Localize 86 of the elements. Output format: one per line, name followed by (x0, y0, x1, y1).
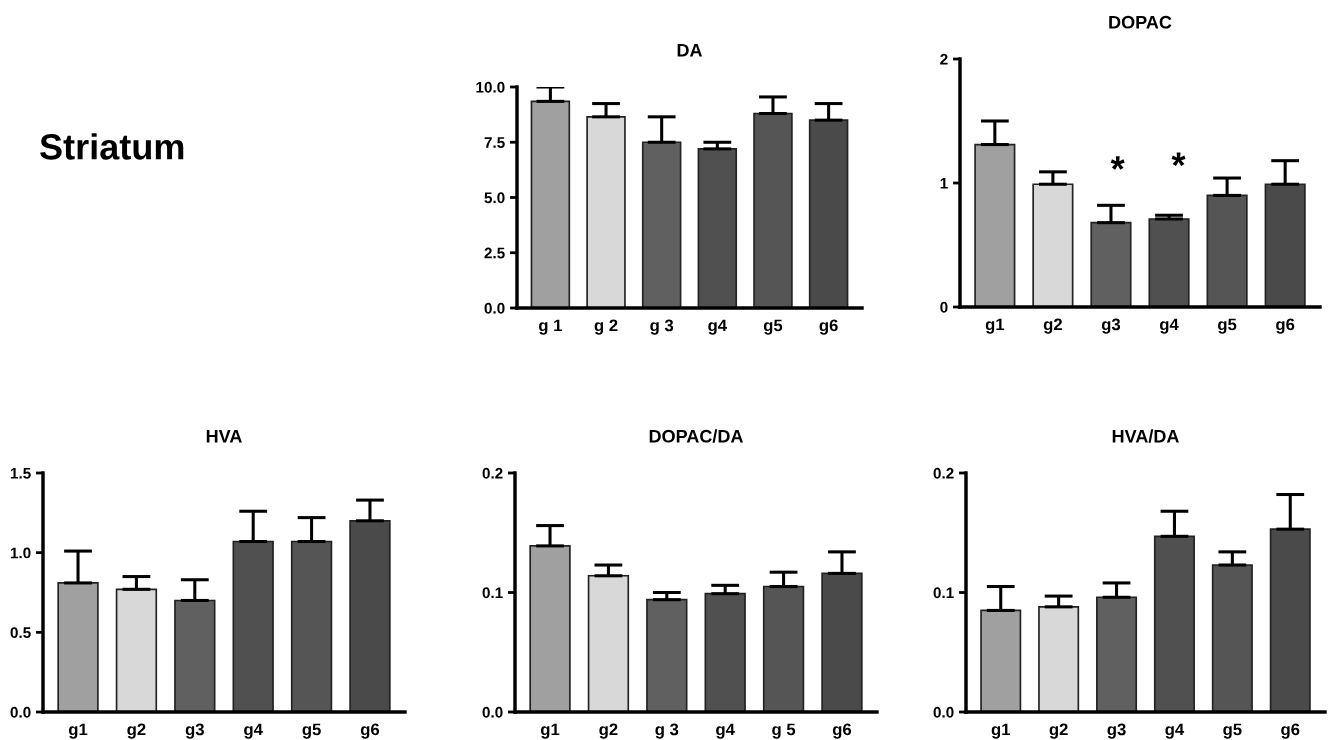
y-tick-label: 0.2 (933, 467, 954, 479)
x-tick-label: g6 (1281, 723, 1300, 739)
x-tick-label: g6 (832, 723, 852, 739)
y-tick-label: 2.5 (484, 247, 505, 259)
chart-title: DOPAC (1109, 15, 1172, 29)
x-tick-label: g2 (127, 723, 146, 739)
annotation: * (1171, 152, 1186, 167)
bar (530, 100, 571, 308)
bar (57, 582, 99, 712)
x-tick-label: g1 (991, 723, 1010, 739)
y-tick-label: 0.5 (10, 627, 31, 639)
bar (697, 148, 738, 308)
x-tick-label: g4 (1159, 318, 1179, 334)
x-tick-label: g 2 (594, 319, 618, 335)
y-tick-label: 2 (940, 53, 948, 65)
x-tick-label: g1 (540, 723, 560, 739)
x-tick-label: g6 (1276, 318, 1295, 334)
y-tick-label: 0.1 (482, 587, 503, 599)
x-tick-label: g6 (360, 723, 380, 739)
x-tick-label: g1 (985, 318, 1005, 334)
x-tick-label: g4 (1165, 723, 1185, 739)
x-tick-label: g2 (1043, 318, 1062, 334)
y-tick-label: 0 (940, 301, 948, 313)
bar (704, 592, 746, 712)
bar (1264, 183, 1306, 307)
bar (808, 119, 849, 308)
bar (1153, 535, 1195, 712)
x-tick-label: g 3 (655, 723, 679, 739)
y-tick-label: 1.0 (10, 547, 31, 559)
bar (290, 540, 333, 712)
x-tick-label: g2 (1049, 723, 1068, 739)
bar (174, 599, 216, 712)
bar (974, 143, 1016, 307)
x-tick-label: g1 (68, 723, 88, 739)
y-tick-label: 0.0 (484, 302, 505, 314)
x-tick-label: g 3 (650, 319, 674, 335)
bar (1032, 183, 1074, 307)
x-tick-label: g 1 (539, 319, 562, 335)
bar (586, 116, 626, 308)
y-tick-label: 1.5 (10, 468, 31, 479)
y-tick-label: 5.0 (484, 192, 505, 204)
x-tick-label: g5 (1223, 723, 1242, 739)
y-tick-label: 0.0 (10, 706, 31, 718)
bar (587, 574, 630, 712)
text: Striatum (40, 133, 184, 160)
x-tick-label: g5 (1218, 318, 1237, 334)
bar (1211, 564, 1253, 712)
bar (349, 519, 391, 712)
y-tick-label: 0.2 (482, 467, 503, 479)
bar (529, 545, 571, 712)
chart-title: HVA (206, 430, 242, 443)
x-tick-label: g6 (819, 319, 838, 335)
bar (1038, 606, 1080, 712)
y-tick-label: 1 (940, 178, 948, 189)
x-tick-label: g5 (763, 319, 783, 335)
bar (641, 141, 682, 308)
y-tick-label: 0.0 (482, 706, 503, 718)
bar (753, 112, 793, 308)
bar (1206, 194, 1248, 307)
chart-title: DA (677, 44, 703, 57)
y-tick-label: 7.5 (484, 137, 505, 148)
x-tick-label: g2 (599, 723, 618, 739)
chart-title: HVA/DA (1112, 429, 1179, 443)
x-tick-label: g3 (1107, 723, 1126, 739)
bar (646, 598, 688, 712)
bar (115, 588, 158, 712)
x-tick-label: g 5 (772, 723, 796, 739)
bar (1096, 596, 1138, 712)
y-tick-label: 10.0 (476, 81, 505, 93)
bar (1148, 218, 1190, 307)
x-tick-label: g4 (244, 723, 263, 739)
y-tick-label: 0.1 (933, 587, 954, 599)
y-tick-label: 0.0 (933, 706, 954, 718)
x-tick-label: g4 (716, 723, 735, 739)
bar (232, 540, 274, 712)
bar (821, 572, 863, 712)
bar (762, 585, 805, 712)
x-tick-label: g5 (302, 723, 321, 739)
x-tick-label: g3 (185, 723, 204, 739)
bar (1269, 528, 1311, 712)
x-tick-label: g4 (708, 319, 727, 335)
bar (1090, 221, 1132, 307)
x-tick-label: g3 (1101, 318, 1121, 334)
bar (980, 609, 1022, 712)
chart-title: DOPAC/DA (649, 429, 744, 443)
annotation: * (1110, 156, 1125, 170)
